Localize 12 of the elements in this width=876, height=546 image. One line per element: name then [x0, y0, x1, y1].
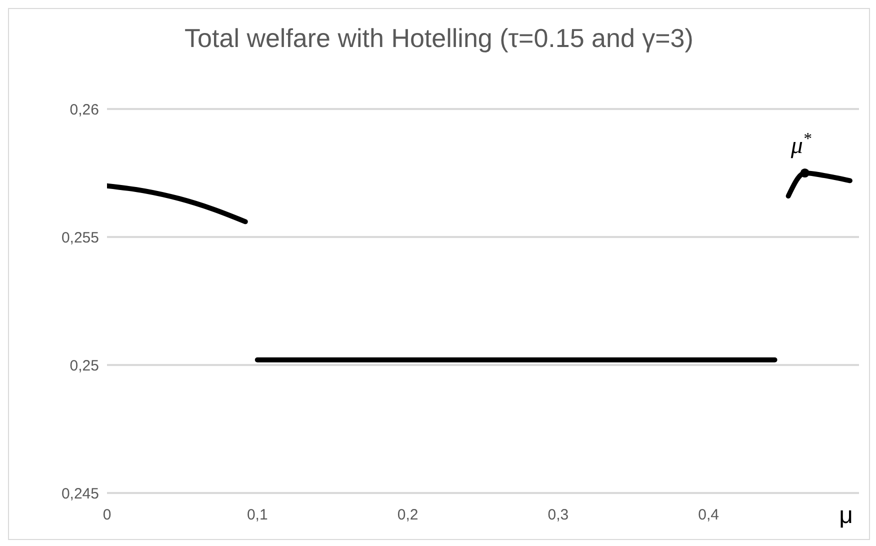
x-tick-label: 0,1: [246, 506, 268, 524]
x-tick-label: 0: [102, 506, 112, 524]
y-tick-label: 0,26: [70, 101, 99, 118]
y-tick-label: 0,25: [70, 357, 99, 374]
y-tick-label: 0,255: [61, 229, 99, 246]
x-tick-label: 0,3: [548, 506, 569, 524]
chart-title: Total welfare with Hotelling (τ=0.15 and γ=3): [184, 23, 694, 54]
x-tick-label: 0,2: [397, 506, 418, 524]
x-axis-title: μ: [839, 502, 853, 529]
y-tick-label: 0,245: [61, 485, 99, 502]
annotation: μ$^{*}$: [790, 128, 812, 159]
x-tick-label: 0,4: [698, 506, 720, 524]
